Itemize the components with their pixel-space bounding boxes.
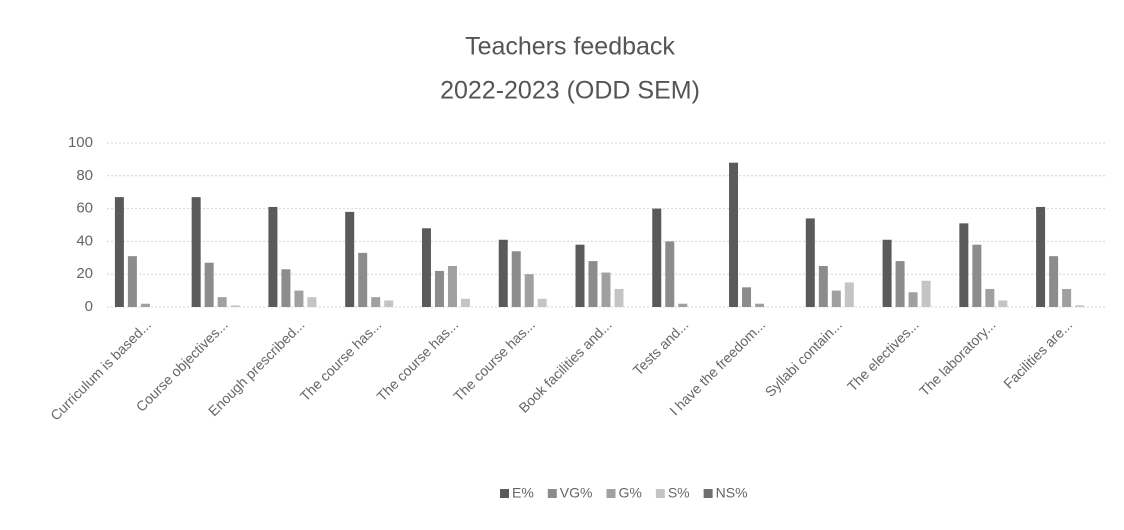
bar: [588, 261, 598, 307]
bar: [921, 280, 931, 307]
y-tick-label: 80: [76, 167, 93, 184]
bar: [447, 266, 457, 307]
legend-swatch: [606, 489, 616, 498]
chart-subtitle: 2022-2023 (ODD SEM): [440, 77, 700, 105]
bar: [127, 256, 137, 307]
bar: [614, 288, 624, 307]
bar: [140, 303, 150, 307]
chart-title: Teachers feedback: [465, 33, 675, 61]
bar: [384, 300, 394, 307]
bar: [511, 251, 521, 307]
legend-swatch: [703, 489, 713, 498]
bar: [204, 262, 214, 307]
bar: [908, 292, 918, 307]
y-tick-label: 20: [76, 265, 93, 282]
bar: [524, 274, 534, 307]
bar: [114, 197, 124, 307]
legend-label: VG%: [560, 485, 593, 501]
bar: [1049, 256, 1059, 307]
bar: [972, 244, 982, 307]
x-tick-label: Facilities are...: [1000, 316, 1075, 391]
bar: [460, 298, 470, 307]
bar: [268, 206, 278, 307]
bar: [601, 272, 611, 307]
bar: [729, 162, 739, 307]
bar: [831, 290, 841, 307]
y-tick-label: 40: [76, 232, 93, 249]
bar: [421, 228, 431, 307]
legend-label: NS%: [716, 485, 748, 501]
bar: [498, 239, 508, 307]
bar: [294, 290, 304, 307]
y-tick-label: 0: [85, 298, 93, 315]
bar: [678, 303, 688, 307]
bar: [1062, 288, 1072, 307]
bar: [307, 297, 317, 307]
bar: [882, 239, 892, 307]
bar: [998, 300, 1008, 307]
bar: [434, 270, 444, 307]
legend-swatch: [655, 489, 665, 498]
x-tick-label: The course has...: [297, 316, 385, 404]
bar: [742, 287, 752, 307]
bar: [959, 223, 969, 307]
bar: [537, 298, 547, 307]
x-tick-label: The laboratory...: [916, 316, 999, 399]
bar: [358, 252, 368, 307]
legend-label: S%: [668, 485, 690, 501]
bar: [755, 303, 765, 307]
bar: [665, 241, 675, 307]
y-tick-label: 60: [76, 200, 93, 217]
bar: [575, 244, 585, 307]
x-tick-label: Syllabi contain...: [762, 316, 845, 399]
bar: [281, 269, 291, 307]
bar: [844, 282, 854, 307]
bar: [805, 218, 815, 307]
x-tick-label: Tests and...: [630, 316, 692, 378]
bar: [1036, 206, 1046, 307]
bar: [1075, 305, 1085, 307]
x-tick-label: The course has...: [450, 316, 538, 404]
bar: [985, 288, 995, 307]
bar: [895, 261, 905, 307]
bar: [217, 297, 227, 307]
y-tick-label: 100: [68, 134, 93, 151]
bar: [230, 305, 240, 307]
x-tick-label: The course has...: [373, 316, 461, 404]
legend-label: E%: [512, 485, 534, 501]
bar: [345, 211, 355, 307]
x-tick-label: The electives...: [844, 316, 922, 394]
legend-label: G%: [618, 485, 641, 501]
bar: [652, 208, 662, 307]
legend-swatch: [500, 489, 509, 498]
bar: [371, 297, 381, 307]
legend-swatch: [547, 489, 557, 498]
bar: [191, 197, 201, 307]
bar: [818, 266, 828, 307]
